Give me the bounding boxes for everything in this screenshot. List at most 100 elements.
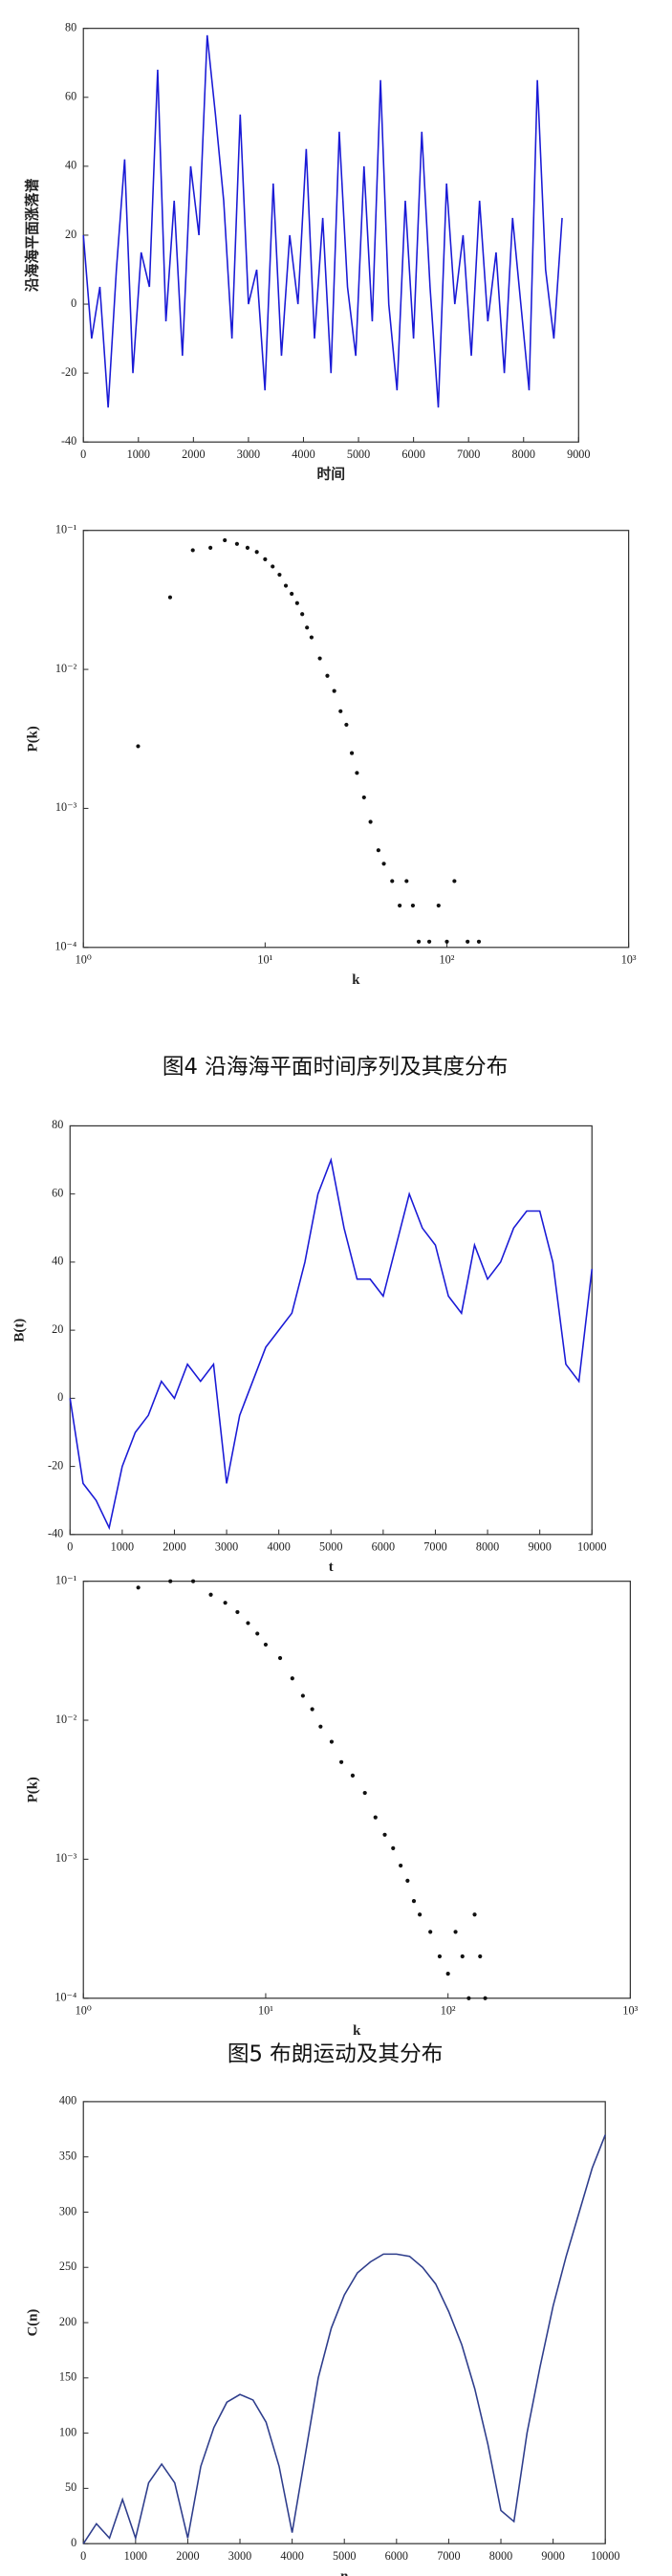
x-tick-label: 10² [441, 2004, 456, 2018]
y-tick-label: 200 [59, 2315, 76, 2328]
y-tick-label: 0 [71, 2536, 76, 2549]
data-point [332, 688, 336, 693]
data-point [309, 635, 314, 640]
y-tick-label: 100 [59, 2425, 76, 2438]
y-axis-label: 沿海海平面涨落谱 [23, 179, 40, 293]
data-point [426, 939, 432, 944]
data-point [246, 1621, 250, 1626]
x-tick-label: 7000 [457, 448, 480, 461]
data-line [82, 2134, 606, 2544]
data-point [136, 744, 141, 749]
data-point [338, 1759, 344, 1764]
data-point [305, 625, 310, 630]
y-tick-label: 60 [52, 1186, 63, 1199]
x-tick-label: 3000 [228, 2549, 251, 2563]
data-point [373, 1815, 378, 1820]
x-tick-label: 8000 [512, 448, 535, 461]
y-tick-label: 60 [65, 90, 76, 103]
data-point [391, 1845, 396, 1850]
data-point [318, 1724, 323, 1729]
data-point [245, 545, 250, 550]
x-tick-label: 4000 [267, 1540, 290, 1554]
x-tick-label: 3000 [215, 1540, 238, 1554]
data-point [410, 903, 416, 908]
data-point [255, 1631, 260, 1636]
y-tick-label: 10⁻¹ [55, 1573, 77, 1586]
x-tick-label: 10¹ [258, 2004, 273, 2018]
y-tick-label: 80 [52, 1118, 63, 1131]
x-tick-label: 6000 [385, 2549, 408, 2563]
y-axis-label: B(t) [11, 1319, 27, 1343]
y-tick-label: 20 [52, 1322, 63, 1336]
data-point [445, 1972, 450, 1976]
data-point [405, 1878, 410, 1883]
data-point [254, 550, 259, 555]
data-point [344, 722, 349, 728]
x-axis-label: k [353, 2023, 361, 2039]
y-axis-label: P(k) [25, 726, 40, 752]
data-point [325, 673, 330, 678]
plot-frame [82, 530, 630, 949]
x-tick-label: 8000 [476, 1540, 499, 1554]
data-point [338, 709, 343, 713]
data-point [399, 1863, 403, 1868]
data-point [283, 583, 289, 588]
data-point [444, 939, 449, 944]
y-tick-label: 150 [59, 2370, 76, 2384]
y-tick-label: 40 [65, 159, 76, 172]
data-point [398, 903, 402, 908]
data-point [223, 1601, 228, 1605]
y-tick-label: 10⁻¹ [55, 523, 77, 536]
data-point [436, 903, 441, 908]
x-axis-label: 时间 [316, 466, 345, 483]
x-tick-label: 0 [67, 1540, 73, 1554]
data-point [452, 879, 457, 884]
data-point [376, 848, 380, 853]
y-tick-label: 20 [65, 228, 76, 241]
data-point [437, 1954, 443, 1959]
y-tick-label: 80 [65, 20, 76, 33]
y-tick-label: 10⁻³ [55, 800, 77, 814]
x-tick-label: 1000 [124, 2549, 147, 2563]
x-tick-label: 10⁰ [76, 2004, 92, 2018]
plot-frame [82, 2101, 606, 2544]
data-point [368, 819, 373, 824]
x-tick-label: 0 [80, 448, 86, 461]
plot-frame [69, 1124, 593, 1536]
y-tick-label: 400 [59, 2094, 76, 2107]
data-point [329, 1739, 335, 1744]
y-tick-label: 0 [71, 296, 76, 310]
y-tick-label: -40 [61, 434, 76, 448]
data-point [167, 595, 173, 600]
x-tick-label: 4000 [292, 448, 314, 461]
y-axis-label: P(k) [25, 1777, 40, 1802]
data-point [355, 771, 359, 775]
x-tick-label: 2000 [182, 448, 205, 461]
y-tick-label: 10⁻⁴ [54, 940, 76, 953]
data-point [381, 862, 386, 866]
data-point [263, 557, 268, 561]
data-point [271, 564, 275, 569]
x-tick-label: 10000 [577, 1540, 607, 1554]
x-tick-label: 6000 [401, 448, 424, 461]
data-point [466, 1996, 471, 2000]
data-point [277, 1655, 283, 1661]
x-tick-label: 10¹ [257, 953, 272, 967]
data-point [361, 795, 366, 800]
data-point [208, 1592, 213, 1597]
y-tick-label: 250 [59, 2259, 76, 2273]
data-point [310, 1707, 314, 1712]
data-point [317, 656, 322, 661]
data-point [382, 1832, 387, 1837]
x-tick-label: 6000 [372, 1540, 395, 1554]
y-tick-label: 10⁻² [55, 1713, 77, 1726]
data-point [472, 1912, 477, 1917]
data-point [223, 537, 228, 543]
data-line [69, 1157, 594, 1531]
data-point [277, 572, 282, 578]
y-tick-label: 40 [52, 1255, 63, 1268]
data-point [428, 1930, 433, 1934]
data-point [466, 939, 470, 944]
data-line [82, 34, 563, 408]
